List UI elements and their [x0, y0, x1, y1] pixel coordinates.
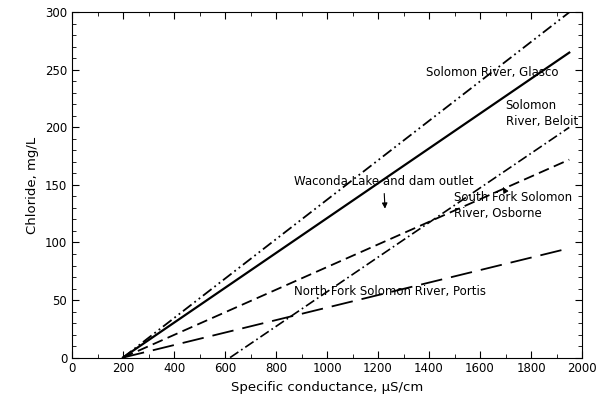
Y-axis label: Chloride, mg/L: Chloride, mg/L [26, 136, 40, 233]
Text: South Fork Solomon
River, Osborne: South Fork Solomon River, Osborne [455, 188, 572, 220]
Text: Solomon
River, Beloit: Solomon River, Beloit [505, 99, 578, 128]
Text: Waconda Lake and dam outlet: Waconda Lake and dam outlet [294, 175, 473, 208]
X-axis label: Specific conductance, μS/cm: Specific conductance, μS/cm [231, 381, 423, 394]
Text: Solomon River, Glasco: Solomon River, Glasco [427, 66, 559, 79]
Text: North Fork Solomon River, Portis: North Fork Solomon River, Portis [294, 286, 486, 298]
